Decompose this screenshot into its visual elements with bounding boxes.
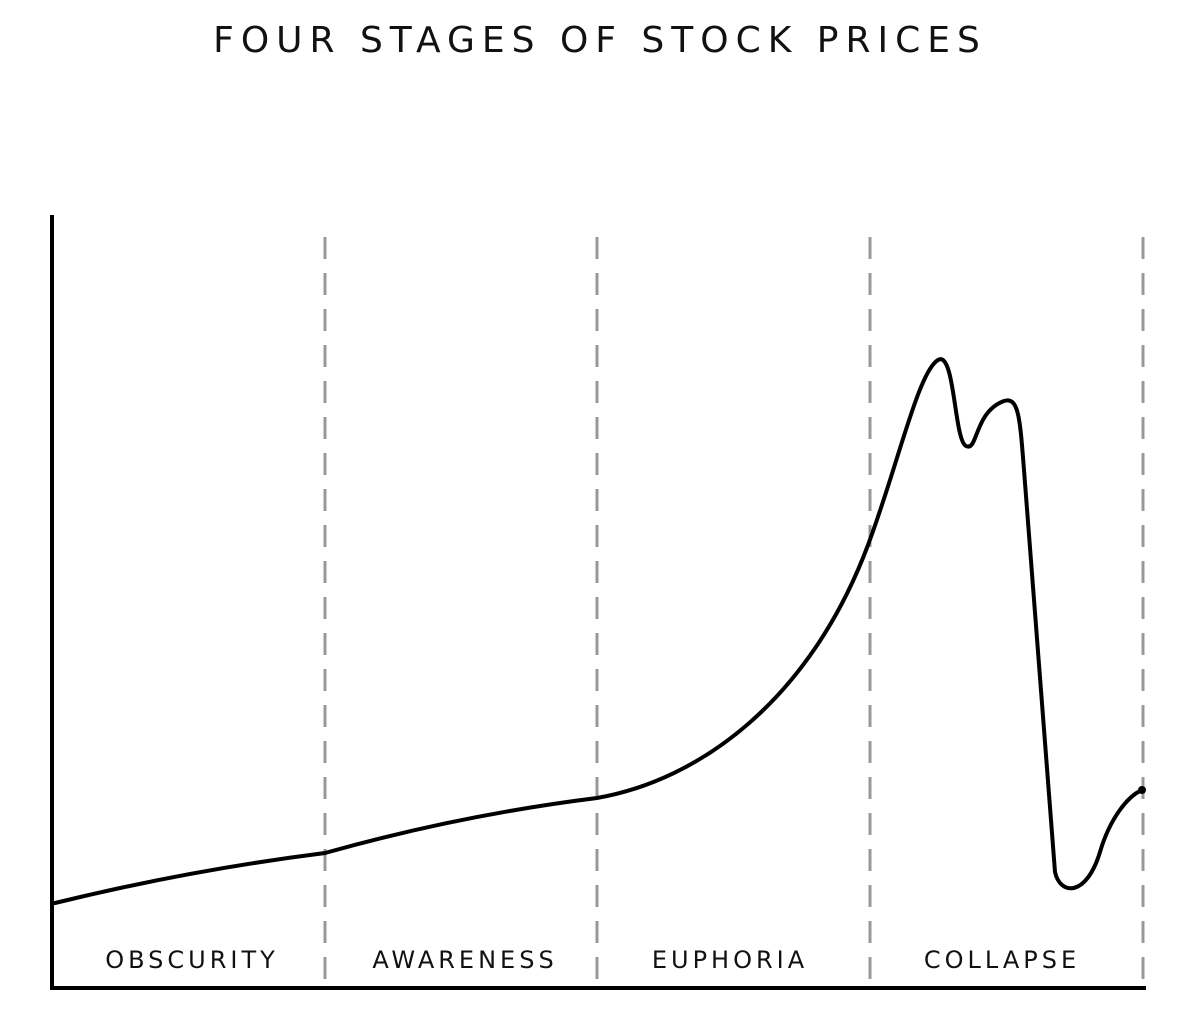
- price-curve: [53, 357, 1144, 905]
- stage-label: COLLAPSE: [924, 946, 1080, 974]
- axes: [50, 215, 1146, 990]
- curve-end: [1138, 786, 1146, 794]
- stage-label: AWARENESS: [372, 946, 557, 974]
- title: FOUR STAGES OF STOCK PRICES: [213, 20, 987, 61]
- stage-label: OBSCURITY: [105, 946, 279, 974]
- stage-label: EUPHORIA: [652, 946, 808, 974]
